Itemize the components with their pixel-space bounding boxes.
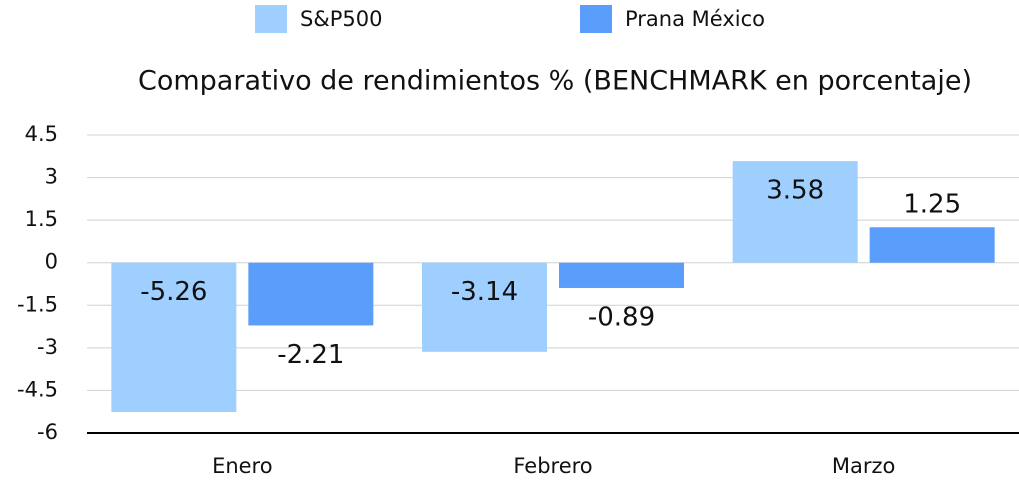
data-label: 3.58 [766, 176, 824, 206]
data-label: -5.26 [140, 277, 207, 307]
legend-swatch [580, 5, 612, 33]
legend-label: S&P500 [300, 7, 382, 31]
y-tick-label: 4.5 [25, 122, 58, 146]
y-tick-label: 0 [45, 250, 58, 274]
y-tick-label: 1.5 [25, 207, 58, 231]
y-tick-label: -3 [37, 335, 58, 359]
x-tick-label: Febrero [513, 454, 592, 478]
bar [422, 262, 547, 352]
y-tick-label: -4.5 [17, 377, 58, 401]
bar [732, 161, 858, 263]
bar [248, 262, 374, 326]
legend-label: Prana México [625, 7, 765, 31]
y-tick-label: 3 [45, 165, 58, 189]
data-label: -3.14 [451, 277, 518, 307]
legend-swatch [255, 5, 287, 33]
data-label: -2.21 [277, 340, 344, 370]
bar [869, 227, 995, 263]
bar [111, 262, 237, 412]
data-label: -0.89 [588, 302, 655, 332]
y-tick-label: -6 [37, 420, 58, 444]
data-label: 1.25 [903, 190, 961, 220]
y-tick-label: -1.5 [17, 292, 58, 316]
bar [559, 262, 684, 288]
x-tick-label: Marzo [832, 454, 896, 478]
chart-title: Comparativo de rendimientos % (BENCHMARK… [138, 66, 972, 97]
x-tick-label: Enero [212, 454, 273, 478]
